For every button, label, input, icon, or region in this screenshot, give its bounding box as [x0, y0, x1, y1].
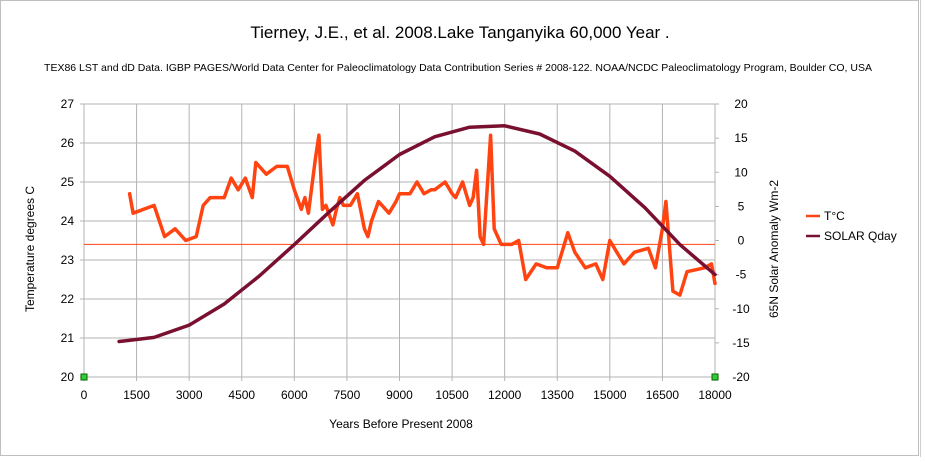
- x-tick-label: 3000: [176, 388, 203, 402]
- x-tick-label: 9000: [386, 388, 413, 402]
- y-left-tick-label: 23: [61, 253, 75, 267]
- y-right-tick-label: 15: [734, 131, 748, 145]
- x-axis-label: Years Before Present 2008: [329, 417, 473, 431]
- y-left-tick-label: 25: [61, 175, 75, 189]
- y-axis-right-label: 65N Solar Anomaly Wm-2: [767, 180, 781, 318]
- chart-title: Tierney, J.E., et al. 2008.Lake Tanganyi…: [250, 23, 669, 42]
- x-tick-label: 7500: [334, 388, 361, 402]
- x-tick-label: 4500: [228, 388, 255, 402]
- series-line-temperature: [127, 133, 717, 297]
- y-right-tick-label: 0: [738, 234, 745, 248]
- x-tick-label: 18000: [698, 388, 732, 402]
- y-left-tick-label: 24: [61, 214, 75, 228]
- legend-label-temperature: T°C: [824, 209, 845, 223]
- y-left-tick-label: 22: [61, 292, 75, 306]
- x-tick-label: 0: [81, 388, 88, 402]
- series: [84, 124, 717, 344]
- y-right-tick-label: 10: [734, 165, 748, 179]
- x-tick-label: 16500: [646, 388, 680, 402]
- y-right-tick-label: -20: [732, 370, 750, 384]
- y-right-tick-label: -10: [732, 302, 750, 316]
- x-tick-label: 1500: [123, 388, 150, 402]
- y-right-tick-label: -5: [736, 268, 747, 282]
- y-left-tick-label: 20: [61, 370, 75, 384]
- y-right-tick-label: -15: [732, 336, 750, 350]
- series-line-solar: [117, 124, 717, 344]
- x-tick-label: 12000: [488, 388, 522, 402]
- corner-marker: [80, 373, 88, 381]
- x-tick-label: 10500: [435, 388, 469, 402]
- axes: 0 1500 3000 4500 6000 7500 9000 10500 12000 13500…: [61, 97, 750, 402]
- x-tick-label: 15000: [593, 388, 627, 402]
- y-axis-left-label: Temperature degrees C: [23, 186, 37, 312]
- legend-label-solar: SOLAR Qday: [824, 229, 897, 243]
- y-left-tick-label: 27: [61, 97, 75, 111]
- chart-subtitle: TEX86 LST and dD Data. IGBP PAGES/World …: [44, 62, 872, 74]
- x-tick-label: 13500: [541, 388, 575, 402]
- y-right-tick-label: 20: [734, 97, 748, 111]
- legend: T°C SOLAR Qday: [806, 209, 897, 243]
- corner-marker: [711, 373, 719, 381]
- x-tick-label: 6000: [281, 388, 308, 402]
- y-left-tick-label: 26: [61, 136, 75, 150]
- y-left-tick-label: 21: [61, 331, 75, 345]
- y-right-tick-label: 5: [738, 199, 745, 213]
